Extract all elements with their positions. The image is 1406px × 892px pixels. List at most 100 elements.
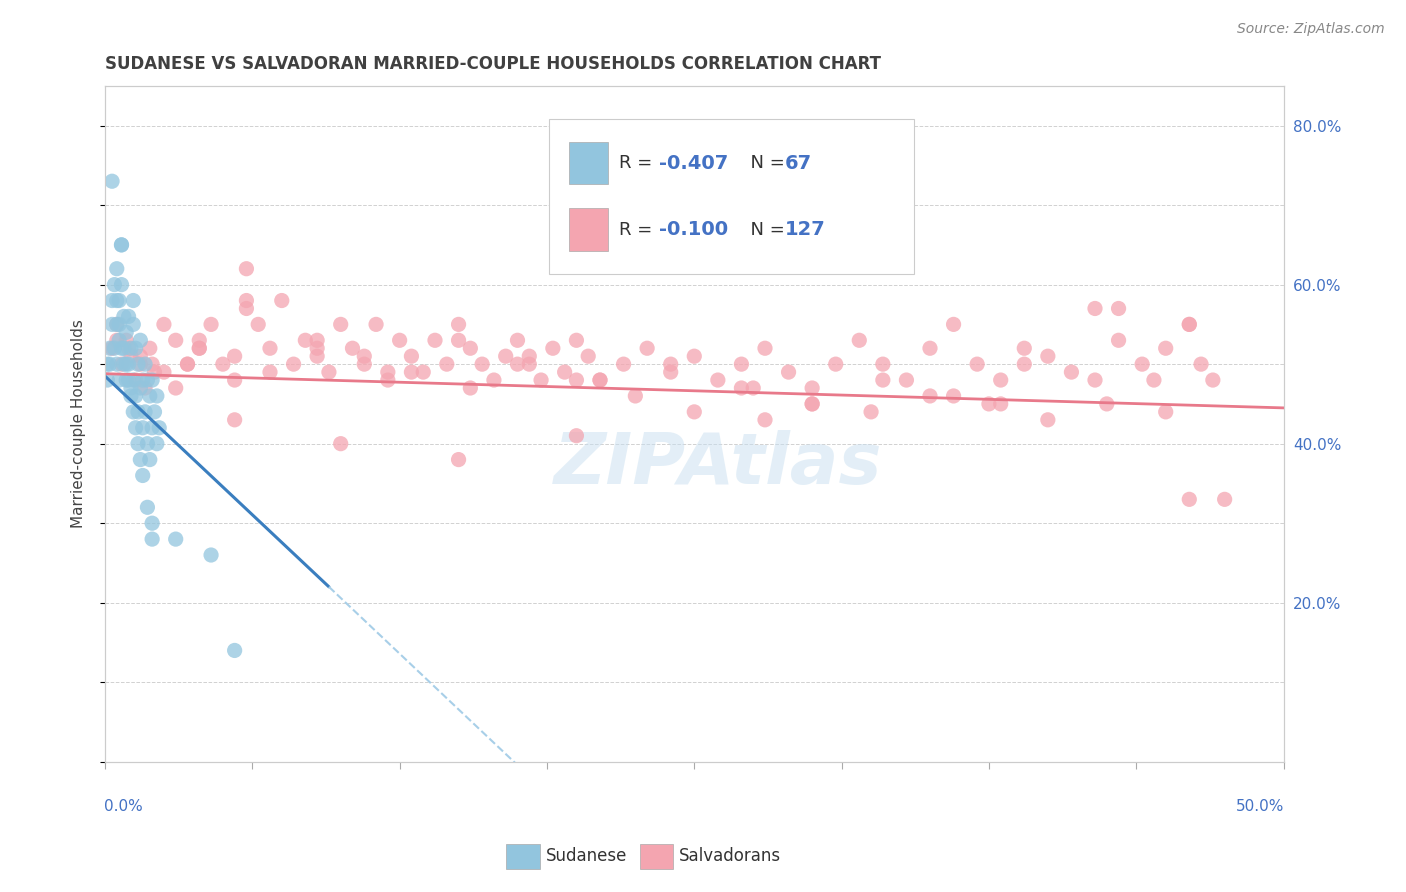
Point — [108, 373, 131, 387]
Point — [1189, 357, 1212, 371]
Point — [730, 381, 752, 395]
Point — [1154, 341, 1177, 355]
Point — [329, 318, 352, 332]
Point — [235, 301, 257, 316]
Point — [115, 333, 138, 347]
Point — [482, 373, 505, 387]
Point — [122, 318, 145, 332]
Point — [105, 318, 128, 332]
Point — [565, 428, 588, 442]
Point — [141, 532, 163, 546]
Point — [353, 357, 375, 371]
Point — [101, 318, 124, 332]
Point — [101, 293, 124, 308]
Point — [1178, 492, 1201, 507]
Point — [115, 357, 138, 371]
Point — [129, 452, 152, 467]
Point — [447, 318, 470, 332]
Point — [683, 405, 706, 419]
Point — [122, 293, 145, 308]
Text: Salvadorans: Salvadorans — [679, 847, 782, 865]
Point — [200, 548, 222, 562]
Point — [1014, 341, 1036, 355]
Point — [120, 389, 142, 403]
Point — [120, 341, 142, 355]
Point — [801, 397, 824, 411]
Point — [235, 293, 257, 308]
Point — [224, 373, 246, 387]
Point — [110, 357, 132, 371]
Point — [188, 341, 211, 355]
Point — [127, 405, 149, 419]
Point — [112, 310, 135, 324]
Point — [141, 516, 163, 531]
Point — [624, 389, 647, 403]
Text: 127: 127 — [785, 220, 825, 239]
Point — [565, 373, 588, 387]
Point — [517, 349, 540, 363]
Text: R =: R = — [619, 154, 658, 172]
Point — [103, 277, 125, 292]
Point — [259, 365, 281, 379]
Point — [129, 349, 152, 363]
Point — [224, 349, 246, 363]
Point — [110, 238, 132, 252]
Point — [436, 357, 458, 371]
Point — [506, 333, 529, 347]
Point — [110, 277, 132, 292]
Point — [307, 349, 329, 363]
Point — [146, 389, 169, 403]
Point — [447, 333, 470, 347]
Point — [495, 349, 517, 363]
Point — [1178, 318, 1201, 332]
Point — [176, 357, 198, 371]
Point — [176, 357, 198, 371]
Point — [139, 389, 162, 403]
Point — [112, 357, 135, 371]
Point — [742, 381, 765, 395]
Point — [1036, 349, 1059, 363]
Point — [707, 373, 730, 387]
Point — [124, 373, 146, 387]
Point — [918, 341, 941, 355]
Point — [447, 452, 470, 467]
Point — [576, 349, 599, 363]
Point — [110, 238, 132, 252]
Point — [115, 373, 138, 387]
Point — [1108, 301, 1130, 316]
Point — [636, 341, 658, 355]
Point — [139, 452, 162, 467]
Text: 50.0%: 50.0% — [1236, 799, 1285, 814]
Text: N =: N = — [738, 220, 790, 238]
Point — [131, 468, 153, 483]
Point — [364, 318, 387, 332]
Point — [329, 436, 352, 450]
Point — [554, 365, 576, 379]
Point — [896, 373, 918, 387]
Point — [124, 421, 146, 435]
Text: Sudanese: Sudanese — [546, 847, 627, 865]
Point — [388, 333, 411, 347]
Point — [136, 500, 159, 515]
Point — [127, 357, 149, 371]
Point — [589, 373, 612, 387]
Point — [401, 365, 423, 379]
Point — [423, 333, 446, 347]
Point — [1084, 301, 1107, 316]
Point — [1036, 413, 1059, 427]
Y-axis label: Married-couple Households: Married-couple Households — [72, 319, 86, 528]
Point — [153, 365, 176, 379]
Point — [977, 397, 1000, 411]
Point — [96, 373, 118, 387]
Point — [1084, 373, 1107, 387]
Point — [1095, 397, 1118, 411]
Point — [136, 436, 159, 450]
Point — [318, 365, 340, 379]
Point — [129, 381, 152, 395]
Point — [342, 341, 364, 355]
Point — [778, 365, 800, 379]
Point — [1178, 318, 1201, 332]
Point — [134, 405, 156, 419]
Text: 0.0%: 0.0% — [104, 799, 142, 814]
Point — [659, 365, 682, 379]
